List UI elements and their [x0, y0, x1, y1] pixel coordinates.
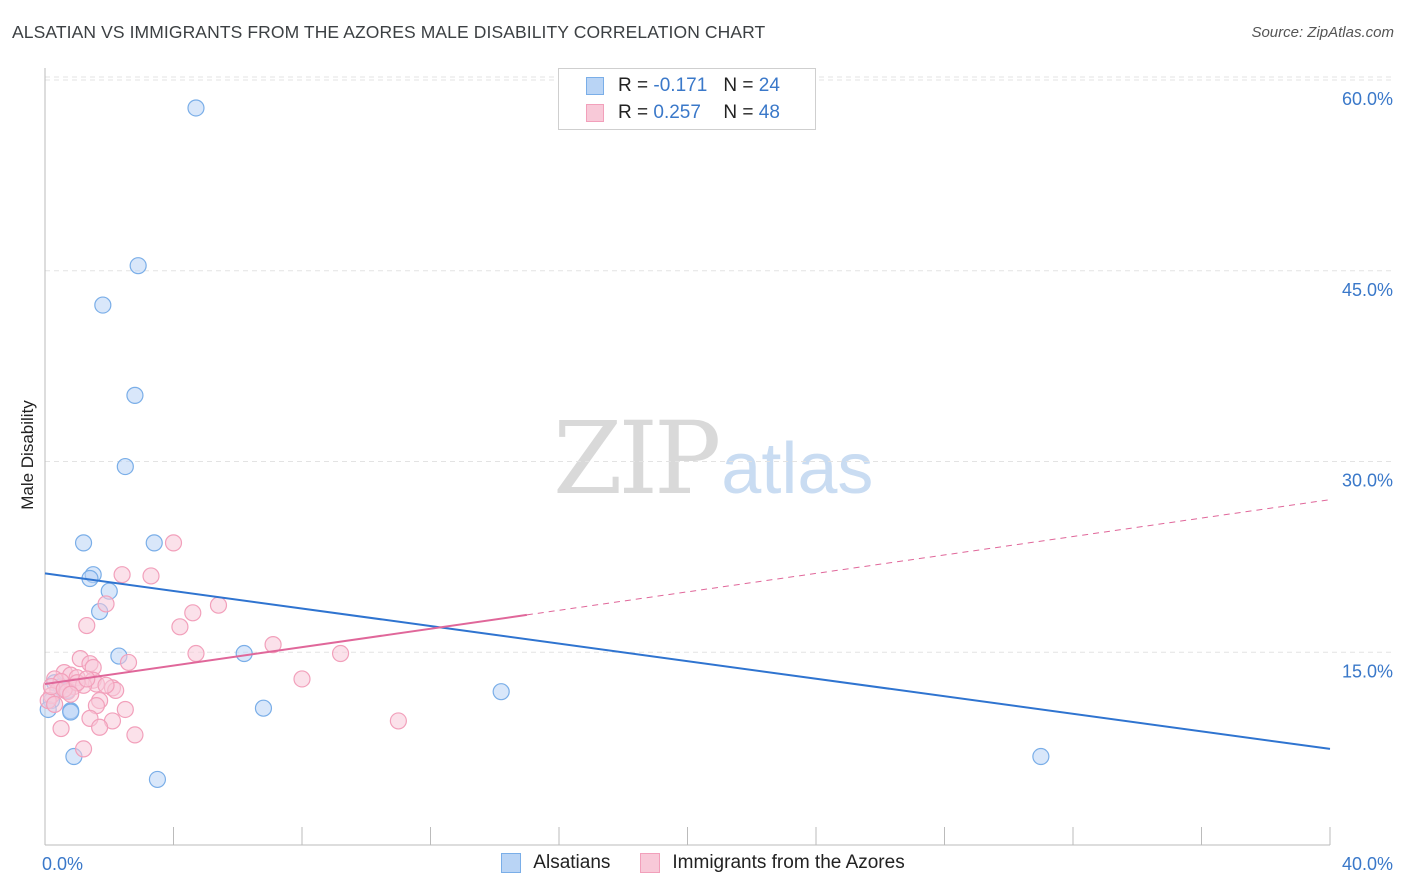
- source-label: Source: ZipAtlas.com: [1251, 24, 1394, 41]
- x-tick-label-max: 40.0%: [1342, 854, 1393, 874]
- azores-point: [78, 616, 96, 635]
- legend-label-azores: Immigrants from the Azores: [672, 852, 905, 873]
- azores-trend-line: [44, 613, 528, 686]
- alsatians-point: [129, 257, 147, 275]
- azores-point: [113, 566, 131, 584]
- y-tick-label: 30.0%: [1342, 471, 1393, 491]
- alsatians-point: [254, 699, 273, 717]
- alsatians-point: [1032, 747, 1050, 766]
- legend-r-value: -0.171: [653, 75, 708, 96]
- azores-point: [126, 726, 144, 744]
- alsatians-point: [74, 534, 93, 552]
- azores-point: [142, 567, 160, 585]
- alsatians-trend-line: [44, 572, 1331, 750]
- x-tick-label-min: 0.0%: [42, 854, 83, 874]
- legend-item-azores: Immigrants from the Azores: [640, 852, 905, 874]
- azores-point: [74, 740, 93, 758]
- y-tick-label: 15.0%: [1342, 661, 1393, 681]
- azores-point: [116, 700, 134, 719]
- y-tick-label: 60.0%: [1342, 89, 1393, 109]
- series-legend: Alsatians Immigrants from the Azores: [0, 852, 1406, 874]
- alsatians-point: [94, 296, 112, 314]
- alsatians-swatch-icon: [586, 77, 604, 95]
- azores-point: [389, 712, 407, 730]
- azores-point: [187, 644, 205, 663]
- alsatians-legend-icon: [501, 853, 522, 873]
- alsatians-point: [62, 703, 80, 721]
- chart-title: ALSATIAN VS IMMIGRANTS FROM THE AZORES M…: [12, 22, 766, 42]
- legend-n-label: N =: [723, 75, 754, 96]
- azores-legend-icon: [640, 853, 661, 873]
- legend-r-label: R =: [618, 75, 649, 96]
- azores-point: [119, 653, 138, 672]
- azores-swatch-icon: [586, 104, 604, 122]
- azores-point: [331, 644, 350, 663]
- azores-point: [209, 596, 228, 614]
- azores-point: [264, 636, 282, 654]
- azores-point: [52, 719, 70, 738]
- legend-r-label: R =: [618, 102, 649, 123]
- alsatians-point: [187, 99, 205, 117]
- azores-point: [97, 676, 115, 694]
- stats-legend: R = -0.171 N = 24 R = 0.257 N = 48: [558, 68, 816, 130]
- azores-point: [171, 618, 189, 636]
- legend-n-label: N =: [723, 102, 754, 123]
- legend-row-alsatians: R = -0.171 N = 24: [586, 74, 780, 98]
- y-tick-label: 45.0%: [1342, 280, 1393, 300]
- alsatians-point: [145, 534, 163, 552]
- alsatians-point: [148, 770, 167, 789]
- legend-n-value: 48: [758, 102, 780, 123]
- azores-point: [46, 695, 64, 713]
- alsatians-point: [116, 457, 134, 476]
- alsatians-point: [235, 644, 253, 663]
- legend-item-alsatians: Alsatians: [501, 852, 610, 874]
- alsatians-point: [492, 683, 510, 701]
- legend-n-value: 24: [758, 75, 780, 96]
- azores-point: [293, 670, 311, 688]
- azores-point: [62, 685, 80, 703]
- azores-point: [164, 534, 183, 552]
- legend-r-value: 0.257: [653, 102, 701, 123]
- azores-point: [91, 718, 109, 736]
- azores-trend-line-extension: [526, 499, 1331, 616]
- alsatians-point: [126, 386, 144, 404]
- legend-label-alsatians: Alsatians: [533, 852, 611, 873]
- azores-point: [97, 595, 115, 613]
- legend-row-azores: R = 0.257 N = 48: [586, 101, 780, 125]
- azores-point: [184, 604, 202, 622]
